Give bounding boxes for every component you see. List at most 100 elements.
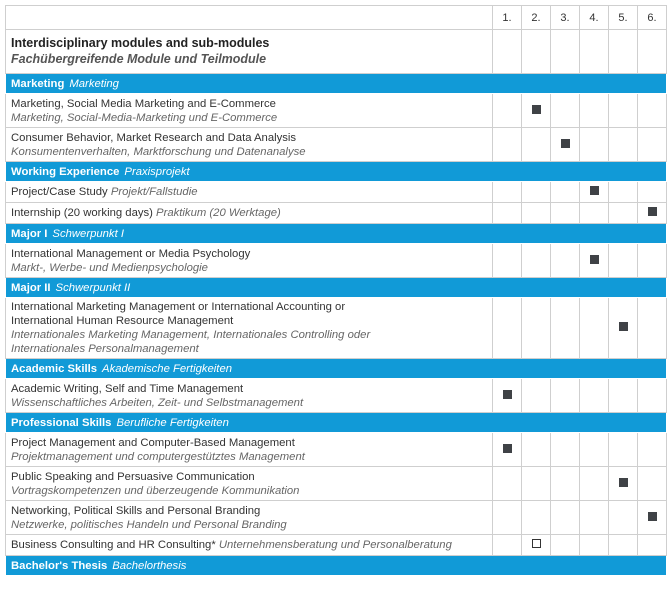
semester-cell <box>579 466 609 501</box>
section-title: Working Experience <box>11 165 120 178</box>
semester-mark <box>618 477 628 487</box>
module-subtitle: Netzwerke, politisches Handeln und Perso… <box>11 518 287 531</box>
module-row: International Marketing Management or In… <box>5 297 667 359</box>
module-cell: International Marketing Management or In… <box>5 297 493 359</box>
semester-label: 1. <box>492 5 522 30</box>
semester-cell <box>550 127 580 162</box>
section-title: Major II <box>11 281 51 294</box>
module-cell: Academic Writing, Self and Time Manageme… <box>5 378 493 413</box>
semester-cell <box>521 466 551 501</box>
module-row: Internship (20 working days) Praktikum (… <box>5 202 667 224</box>
empty-cell <box>637 29 667 74</box>
semester-cell <box>492 93 522 128</box>
section-subtitle: Bachelorthesis <box>112 559 187 572</box>
module-row: Consumer Behavior, Market Research and D… <box>5 127 667 162</box>
module-title: Internship (20 working days) <box>11 207 153 219</box>
semester-cell <box>550 500 580 535</box>
semester-cell <box>521 127 551 162</box>
empty-cell <box>608 29 638 74</box>
table-subtitle: Fachübergreifende Module und Teilmodule <box>11 52 267 66</box>
semester-cell <box>637 181 667 203</box>
semester-cell <box>637 243 667 278</box>
table-title: Interdisciplinary modules and sub-module… <box>11 36 270 50</box>
semester-mark <box>531 104 541 114</box>
section-title: Marketing <box>11 77 65 90</box>
empty-cell <box>579 29 609 74</box>
module-title: Marketing, Social Media Marketing and E-… <box>11 97 276 110</box>
module-title: Academic Writing, Self and Time Manageme… <box>11 382 244 395</box>
section-row: Major II Schwerpunkt II <box>5 277 667 298</box>
empty-cell <box>550 29 580 74</box>
module-title: International Marketing Management or In… <box>11 301 346 313</box>
module-subtitle: Wissenschaftliches Arbeiten, Zeit- und S… <box>11 396 304 409</box>
section-cell: Working Experience Praxisprojekt <box>5 161 667 182</box>
section-title: Bachelor's Thesis <box>11 559 108 572</box>
blank-cell <box>5 5 493 30</box>
module-title: Networking, Political Skills and Persona… <box>11 504 261 517</box>
semester-cell <box>492 466 522 501</box>
module-row: Networking, Political Skills and Persona… <box>5 500 667 535</box>
semester-cell <box>550 534 580 556</box>
module-title: Public Speaking and Persuasive Communica… <box>11 470 255 483</box>
intro-cell: Interdisciplinary modules and sub-module… <box>5 29 493 74</box>
semester-cell <box>521 432 551 467</box>
semester-cell <box>608 534 638 556</box>
semester-cell <box>579 181 609 203</box>
section-row: Professional Skills Berufliche Fertigkeit… <box>5 412 667 433</box>
module-row: Academic Writing, Self and Time Manageme… <box>5 378 667 413</box>
section-title: Academic Skills <box>11 362 98 375</box>
semester-cell <box>492 378 522 413</box>
empty-cell <box>492 29 522 74</box>
semester-cell <box>637 297 667 359</box>
semester-mark <box>560 138 570 148</box>
module-title: International Management or Media Psycho… <box>11 247 251 260</box>
semester-cell <box>550 466 580 501</box>
semester-cell <box>608 466 638 501</box>
section-title: Major I <box>11 227 48 240</box>
semester-cell <box>637 466 667 501</box>
semester-mark <box>502 389 512 399</box>
module-subtitle: Konsumentenverhalten, Marktforschung und… <box>11 145 306 158</box>
semester-label: 4. <box>579 5 609 30</box>
module-subtitle: Vortragskompetenzen und überzeugende Kom… <box>11 484 300 497</box>
semester-cell <box>492 127 522 162</box>
module-table: 1. 2. 3. 4. 5. 6. Interdisciplinary modules an… <box>5 5 667 576</box>
section-subtitle: Akademische Fertigkeiten <box>102 362 233 375</box>
module-cell: Networking, Political Skills and Persona… <box>5 500 493 535</box>
semester-cell <box>521 181 551 203</box>
section-row: Marketing Marketing <box>5 73 667 94</box>
semester-cell <box>550 297 580 359</box>
semester-cell <box>637 500 667 535</box>
module-cell: Public Speaking and Persuasive Communica… <box>5 466 493 501</box>
semester-mark <box>589 186 599 195</box>
semester-cell <box>492 297 522 359</box>
section-subtitle: Berufliche Fertigkeiten <box>116 416 229 429</box>
module-subtitle: Unternehmensberatung und Personalberatun… <box>218 539 452 551</box>
semester-mark <box>618 322 628 331</box>
section-subtitle: Marketing <box>69 77 119 90</box>
empty-cell <box>521 29 551 74</box>
module-row: Marketing, Social Media Marketing and E-… <box>5 93 667 128</box>
section-title: Professional Skills <box>11 416 112 429</box>
semester-cell <box>492 181 522 203</box>
semester-cell <box>579 378 609 413</box>
semester-cell <box>579 500 609 535</box>
module-subtitle: Praktikum (20 Werktage) <box>156 207 281 219</box>
semester-cell <box>550 202 580 224</box>
semester-cell <box>608 202 638 224</box>
section-row: Major I Schwerpunkt I <box>5 223 667 244</box>
semester-cell <box>637 534 667 556</box>
module-cell: Project Management and Computer-Based Ma… <box>5 432 493 467</box>
semester-cell <box>579 127 609 162</box>
module-subtitle: Projekt/Fallstudie <box>110 186 198 198</box>
module-cell: Internship (20 working days) Praktikum (… <box>5 202 493 224</box>
section-cell: Academic Skills Akademische Fertigkeiten <box>5 358 667 379</box>
module-row: Project/Case Study Projekt/Fallstudie <box>5 181 667 203</box>
module-title: International Human Resource Management <box>11 315 234 327</box>
module-cell: Business Consulting and HR Consulting* U… <box>5 534 493 556</box>
section-cell: Major I Schwerpunkt I <box>5 223 667 244</box>
semester-cell <box>521 297 551 359</box>
semester-mark <box>589 254 599 264</box>
semester-mark <box>647 511 657 521</box>
